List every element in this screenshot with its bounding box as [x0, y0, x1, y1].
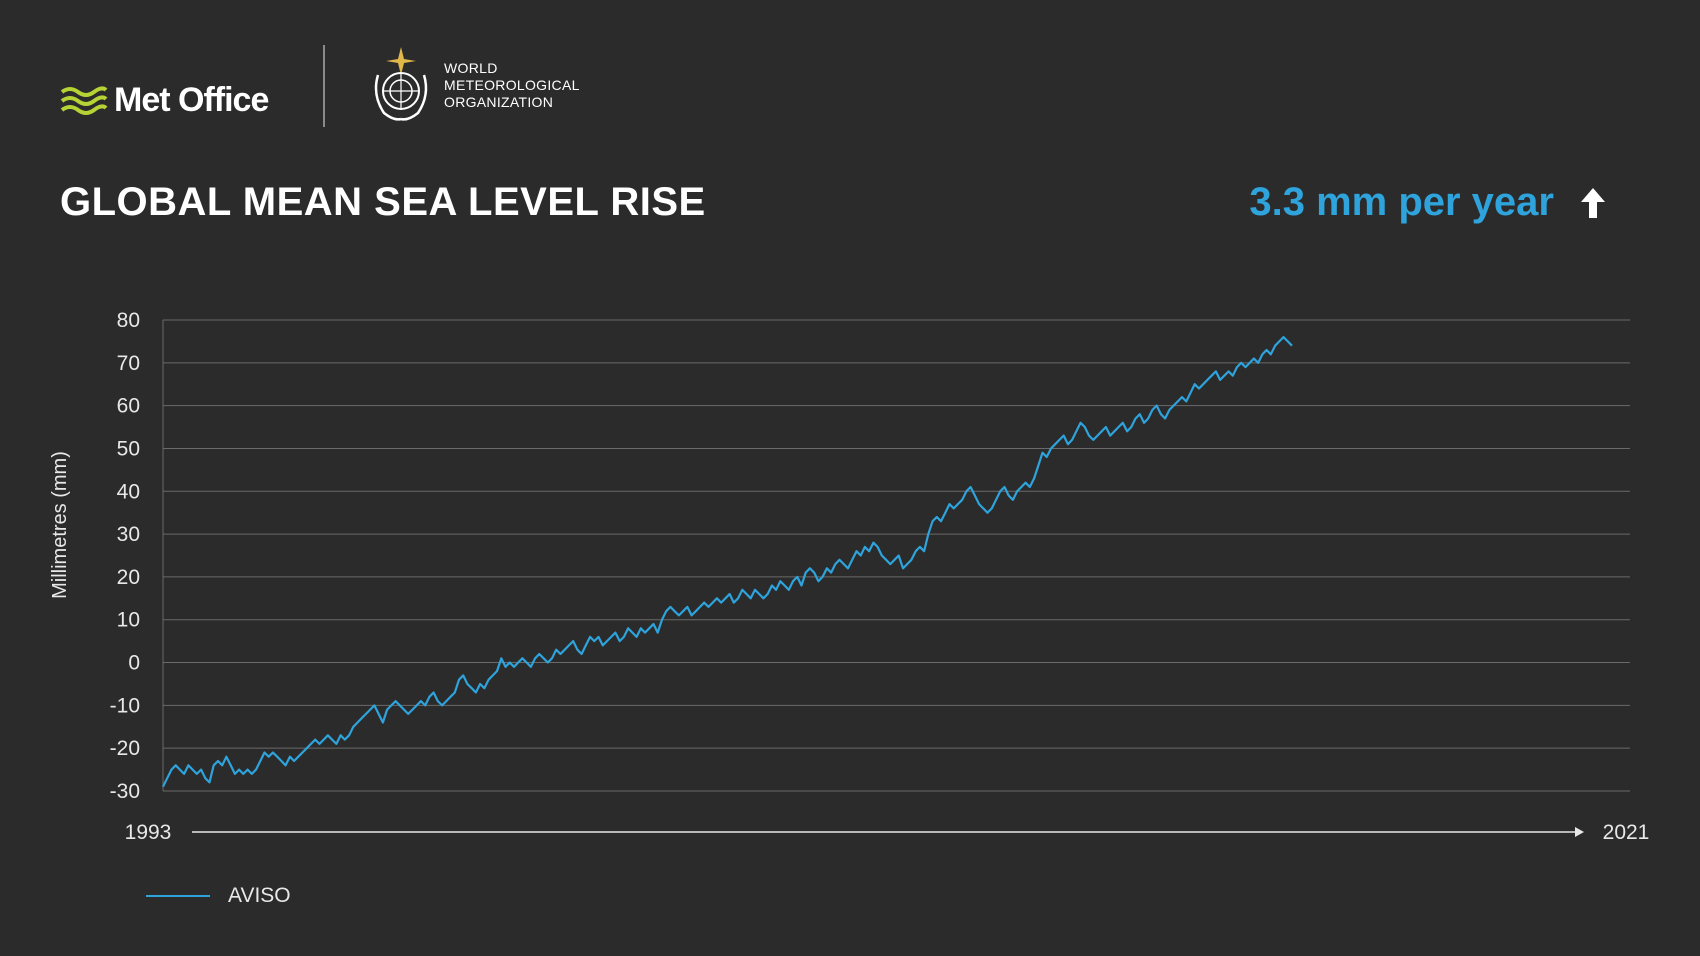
wmo-logo: WORLD METEOROLOGICAL ORGANIZATION	[368, 45, 580, 125]
legend: AVISO	[146, 884, 291, 908]
y-tick-label-5: 30	[117, 523, 140, 546]
wmo-line-2: METEOROLOGICAL	[444, 76, 580, 93]
rate-callout: 3.3 mm per year	[1249, 180, 1606, 225]
x-axis-arrowhead	[1575, 827, 1584, 837]
y-tick-label-2: 60	[117, 395, 140, 418]
x-end-label: 2021	[1603, 821, 1650, 844]
x-axis: 1993 2021	[125, 821, 1650, 844]
y-tick-label-4: 40	[117, 480, 140, 503]
grid-lines	[162, 319, 1630, 792]
header: Met Office WORLD METEOROLOGICAL ORGANIZA…	[60, 45, 660, 129]
legend-swatch-aviso	[146, 895, 210, 897]
series-line-aviso	[162, 336, 1293, 788]
y-tick-label-0: 80	[117, 309, 140, 332]
y-tick-label-3: 50	[117, 437, 140, 460]
met-office-label: Met Office	[114, 81, 269, 119]
y-tick-label-9: -10	[110, 694, 140, 717]
page-title: GLOBAL MEAN SEA LEVEL RISE	[60, 180, 706, 224]
x-start-label: 1993	[125, 821, 172, 844]
wmo-line-3: ORGANIZATION	[444, 93, 554, 110]
y-tick-label-10: -20	[110, 737, 140, 760]
y-tick-labels: 80 70 60 50 40 30 20 10 0 -10 -20 -30	[110, 309, 140, 803]
y-tick-label-6: 20	[117, 566, 140, 589]
legend-label-aviso: AVISO	[228, 884, 291, 907]
met-office-logo: Met Office	[60, 81, 269, 120]
logo-divider	[323, 45, 325, 127]
arrow-up-icon	[1581, 187, 1605, 218]
y-tick-label-7: 10	[117, 609, 140, 632]
met-office-waves-icon	[60, 85, 108, 115]
rate-text: 3.3 mm per year	[1249, 180, 1554, 224]
y-tick-label-1: 70	[117, 352, 140, 375]
wmo-line-1: WORLD	[444, 59, 498, 76]
y-tick-label-11: -30	[110, 780, 140, 803]
y-axis-label: Millimetres (mm)	[49, 451, 71, 599]
wmo-name: WORLD METEOROLOGICAL ORGANIZATION	[444, 60, 580, 111]
wmo-emblem-icon	[374, 47, 428, 121]
y-tick-label-8: 0	[128, 652, 140, 675]
